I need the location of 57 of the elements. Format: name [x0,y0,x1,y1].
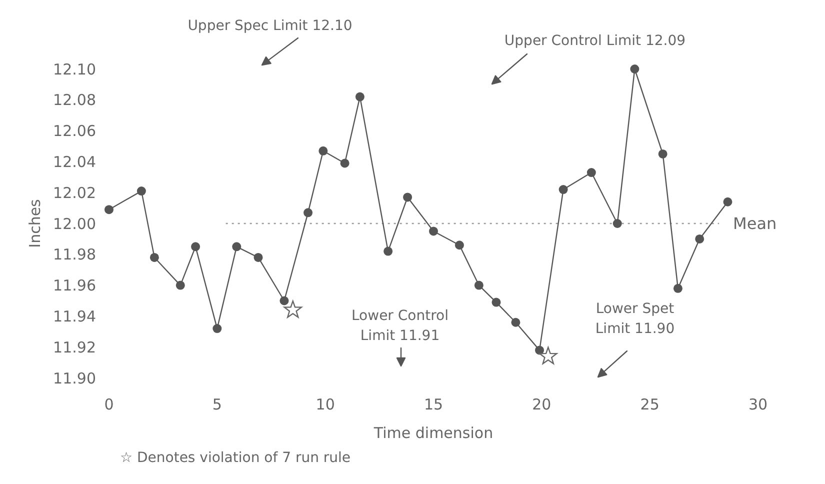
point [474,280,484,290]
point [136,186,146,196]
point [658,149,668,158]
point [535,346,544,355]
text: ☆ Denotes violation of 7 run rule [120,450,351,466]
x-tick-label: 0 [104,395,114,414]
point [384,246,393,256]
point [284,300,302,318]
text: Upper Spec Limit 12.10 [188,18,352,34]
point [673,284,682,293]
point [150,252,159,262]
y-tick-label: 11.94 [53,307,96,326]
point [191,242,200,252]
point [538,346,558,364]
x-axis-title: Time dimension [372,424,494,442]
point [429,226,438,236]
point [558,185,568,194]
ref-line-label: Mean [733,214,777,234]
x-tick-label: 20 [532,395,552,414]
annotation: Lower Spet Limit 11.90 [595,301,675,337]
y-axis-title: Inches [26,198,44,248]
x-tick-label: 10 [316,395,335,414]
point [176,280,185,290]
y-tick-label: 11.90 [53,369,96,388]
point [695,234,704,244]
y-tick-label: 12.10 [53,60,96,78]
y-tick-label: 12.00 [53,214,96,233]
point [232,242,242,252]
point [280,296,289,306]
y-tick-label: 11.92 [53,338,96,356]
point [318,146,328,156]
x-tick-label: 15 [424,395,444,414]
point [723,197,732,206]
y-tick-label: 12.02 [53,184,96,202]
point [612,219,622,228]
point [586,168,596,178]
point [403,192,412,202]
point [355,92,364,102]
point [511,318,520,327]
x-tick-label: 30 [748,395,768,414]
y-tick-label: 12.04 [53,152,96,171]
annotation: Lower Control Limit 11.91 [352,308,448,344]
y-tick-label: 11.98 [53,246,96,264]
point [492,298,501,307]
y-tick-label: 12.08 [53,91,96,110]
point [254,252,263,262]
text: Upper Control Limit 12.09 [504,33,686,49]
point [212,324,222,334]
point [340,158,350,168]
x-tick-label: 5 [212,395,222,414]
y-tick-label: 12.06 [53,122,96,140]
point [104,205,114,214]
x-tick-label: 25 [640,395,660,414]
point [454,240,464,250]
y-tick-label: 11.96 [53,276,96,295]
point [630,64,640,74]
point [304,208,313,218]
